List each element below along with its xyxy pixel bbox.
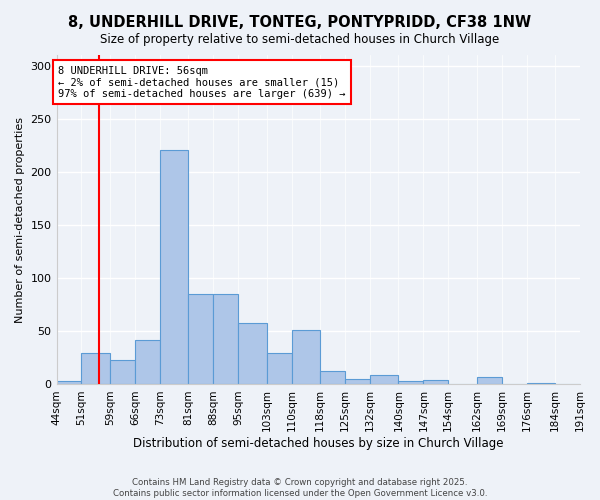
Bar — [477, 377, 502, 384]
Bar — [56, 382, 82, 384]
Bar — [110, 360, 135, 384]
Text: 8 UNDERHILL DRIVE: 56sqm
← 2% of semi-detached houses are smaller (15)
97% of se: 8 UNDERHILL DRIVE: 56sqm ← 2% of semi-de… — [58, 66, 346, 99]
Bar — [188, 294, 213, 384]
Bar — [398, 382, 424, 384]
Bar — [370, 375, 398, 384]
Bar — [292, 330, 320, 384]
Bar — [82, 352, 110, 384]
Text: Size of property relative to semi-detached houses in Church Village: Size of property relative to semi-detach… — [100, 32, 500, 46]
Bar — [345, 379, 370, 384]
Text: Contains HM Land Registry data © Crown copyright and database right 2025.
Contai: Contains HM Land Registry data © Crown c… — [113, 478, 487, 498]
Bar — [424, 380, 448, 384]
Bar — [320, 370, 345, 384]
Bar — [266, 352, 292, 384]
Bar — [238, 323, 266, 384]
X-axis label: Distribution of semi-detached houses by size in Church Village: Distribution of semi-detached houses by … — [133, 437, 503, 450]
Y-axis label: Number of semi-detached properties: Number of semi-detached properties — [15, 116, 25, 322]
Bar — [135, 340, 160, 384]
Bar — [160, 150, 188, 384]
Text: 8, UNDERHILL DRIVE, TONTEG, PONTYPRIDD, CF38 1NW: 8, UNDERHILL DRIVE, TONTEG, PONTYPRIDD, … — [68, 15, 532, 30]
Bar — [213, 294, 238, 384]
